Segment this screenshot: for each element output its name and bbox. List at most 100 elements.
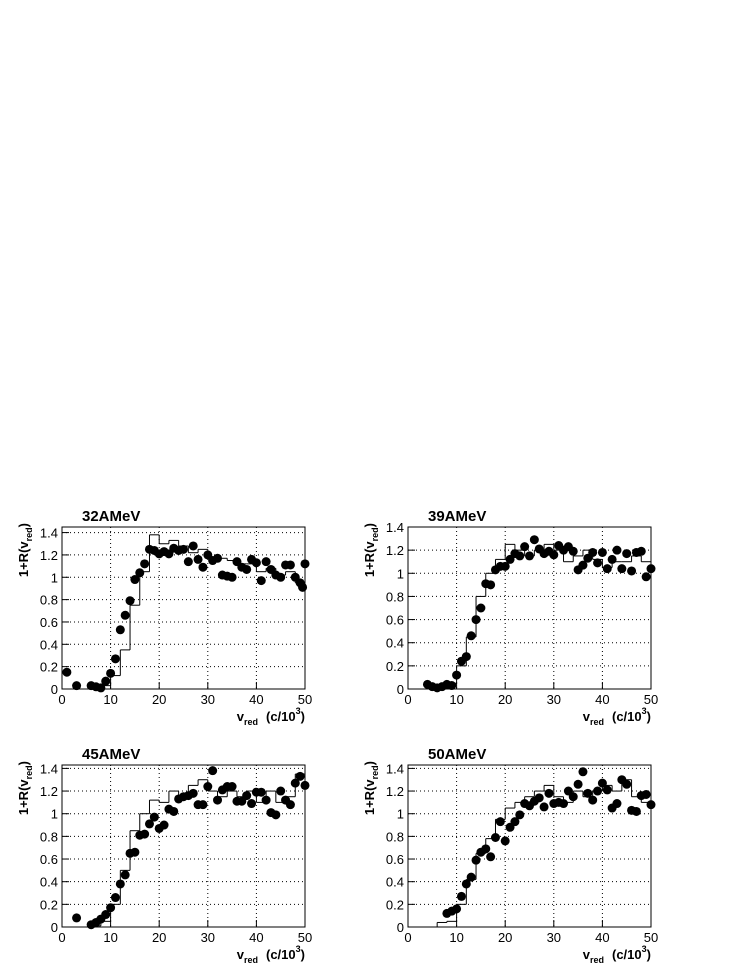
data-point	[295, 771, 305, 781]
data-point	[149, 812, 159, 822]
data-point	[183, 557, 193, 567]
panel: 00.20.40.60.811.21.40 10 20 30 40 5032AMeVvre…	[16, 508, 312, 727]
data-point	[188, 541, 198, 551]
data-point	[622, 779, 632, 789]
label-part: )	[362, 761, 377, 765]
plot-frame	[407, 764, 652, 928]
label-part: (c/10	[266, 709, 296, 724]
label-part: )	[647, 709, 651, 724]
y-tick-label: 1.4	[40, 526, 58, 541]
data-point	[612, 799, 622, 809]
y-tick-label: 1.4	[386, 761, 404, 776]
data-point	[120, 870, 130, 880]
label-part: 1+R(v	[16, 541, 31, 578]
y-tick-label: 0.4	[40, 875, 58, 890]
x-axis-label: vred (c/103)	[237, 944, 305, 965]
data-point	[588, 547, 598, 557]
data-point	[188, 788, 198, 798]
data-point	[486, 852, 496, 862]
x-tick-label: 50	[644, 930, 658, 945]
label-part: )	[16, 761, 31, 765]
data-point	[607, 554, 617, 564]
y-tick-label: 1.2	[386, 543, 404, 558]
data-point	[203, 782, 213, 792]
x-tick-label: 20	[152, 692, 166, 707]
y-tick-label: 0.6	[386, 852, 404, 867]
data-point	[636, 546, 646, 556]
label-sub: red	[244, 955, 258, 965]
y-tick-label: 0	[397, 682, 404, 697]
data-point	[300, 780, 310, 790]
data-point	[471, 615, 481, 625]
x-axis-label: vred (c/103)	[583, 944, 651, 965]
x-tick-label: 30	[201, 692, 215, 707]
label-part: 1+R(v	[362, 541, 377, 578]
x-tick-label: 30	[201, 930, 215, 945]
data-point	[461, 652, 471, 662]
data-point	[544, 788, 554, 798]
data-point	[452, 670, 462, 680]
y-tick-label: 0.2	[40, 660, 58, 675]
label-part: (c/10	[266, 947, 296, 962]
data-point	[276, 572, 286, 582]
y-axis-label: 1+R(vred)	[16, 761, 34, 815]
x-tick-label: 50	[644, 692, 658, 707]
data-point	[242, 564, 252, 574]
data-point	[525, 551, 534, 561]
x-tick-label: 30	[547, 930, 561, 945]
data-point	[452, 904, 462, 914]
data-point	[612, 545, 622, 555]
x-tick-label: 50	[298, 692, 312, 707]
x-tick-label: 30	[547, 692, 561, 707]
data-point	[256, 787, 266, 797]
data-point	[471, 855, 481, 865]
data-point	[602, 785, 612, 795]
label-part: v	[583, 947, 591, 962]
data-point	[193, 554, 203, 564]
data-point	[242, 791, 252, 801]
y-tick-label: 1.2	[40, 548, 58, 563]
y-tick-label: 0.4	[40, 637, 58, 652]
data-point	[125, 596, 135, 606]
x-tick-label: 10	[449, 930, 463, 945]
panel: 00.20.40.60.811.21.40 10 20 30 40 5045AMeVvre…	[16, 746, 312, 965]
data-point	[115, 625, 125, 635]
y-tick-label: 1	[51, 807, 58, 822]
label-part: 1+R(v	[16, 779, 31, 816]
y-tick-label: 0.4	[386, 875, 404, 890]
data-point	[578, 560, 588, 570]
panel-title: 39AMeV	[428, 508, 486, 525]
data-point	[646, 564, 656, 574]
y-tick-label: 0.6	[40, 615, 58, 630]
data-point	[534, 793, 544, 803]
y-tick-label: 0.8	[40, 593, 58, 608]
data-point	[213, 795, 223, 805]
data-point	[120, 610, 130, 620]
label-sup: 3	[642, 706, 647, 716]
data-point	[500, 561, 510, 571]
data-point	[72, 681, 82, 691]
label-part: v	[583, 709, 591, 724]
label-part: (c/10	[612, 709, 642, 724]
data-point	[110, 654, 120, 664]
data-point	[490, 833, 500, 843]
label-part: v	[237, 947, 245, 962]
label-part: )	[16, 523, 31, 527]
data-point	[583, 788, 593, 798]
y-tick-label: 0	[51, 920, 58, 935]
label-sup: 3	[296, 706, 301, 716]
y-tick-label: 1.2	[386, 784, 404, 799]
data-point	[646, 800, 656, 810]
data-point	[290, 778, 300, 788]
y-tick-label: 0	[397, 920, 404, 935]
data-point	[96, 683, 106, 693]
y-tick-label: 1.4	[40, 761, 58, 776]
data-point	[602, 564, 612, 574]
y-tick-label: 0.6	[40, 852, 58, 867]
data-point	[256, 576, 266, 586]
x-tick-label: 0	[404, 692, 411, 707]
x-tick-label: 50	[298, 930, 312, 945]
data-point	[271, 810, 281, 820]
